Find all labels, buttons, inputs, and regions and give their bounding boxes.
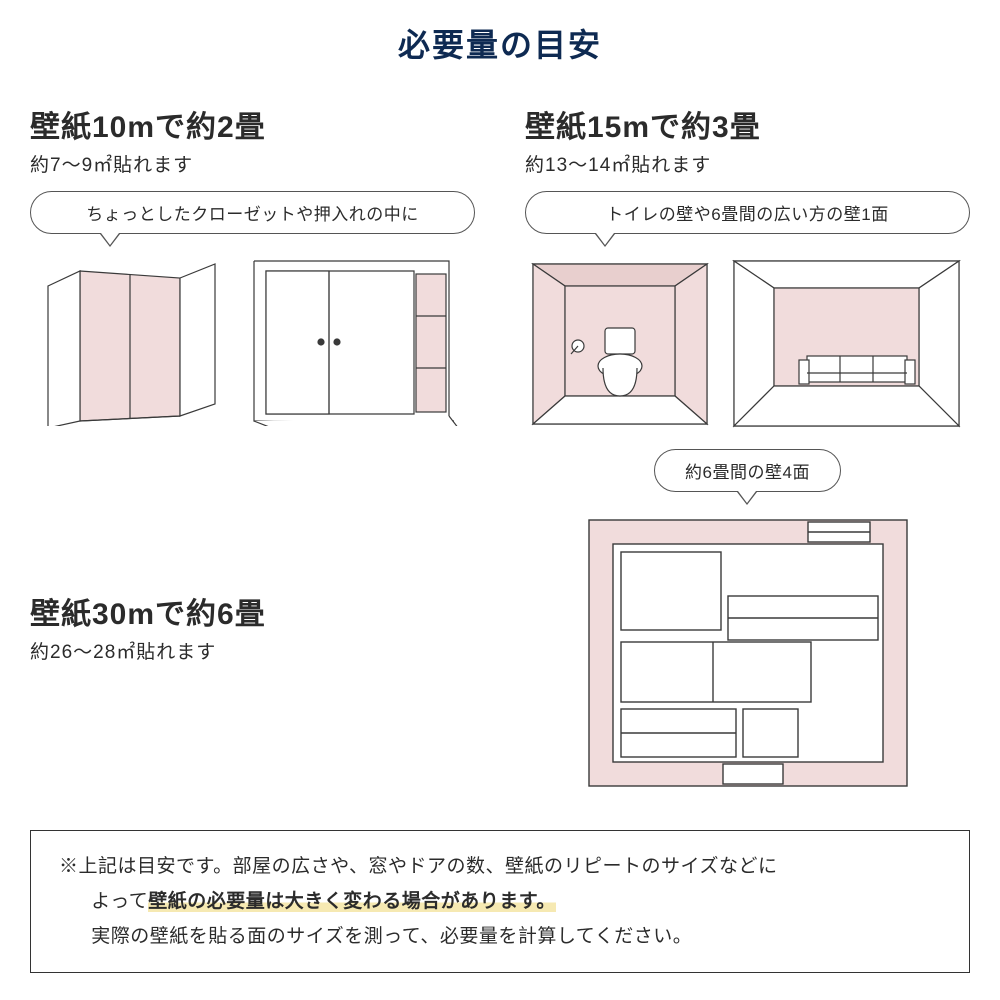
illustration-15m <box>525 256 970 431</box>
room-one-wall-icon <box>729 256 964 431</box>
heading-10m: 壁紙10mで約2畳 <box>30 102 475 146</box>
heading-15m: 壁紙15mで約3畳 <box>525 102 970 146</box>
sub-15m: 約13～14㎡貼れます <box>525 150 970 177</box>
note-line-1: ※上記は目安です。部屋の広さや、窓やドアの数、壁紙のリピートのサイズなどに <box>59 849 941 884</box>
section-15m: 壁紙15mで約3畳 約13～14㎡貼れます トイレの壁や6畳間の広い方の壁1面 <box>525 102 970 431</box>
section-6jo: 約6畳間の壁4面 <box>525 449 970 794</box>
page-title: 必要量の目安 <box>30 20 970 66</box>
sub-30m: 約26～28㎡貼れます <box>30 637 475 664</box>
toilet-room-icon <box>525 256 715 431</box>
heading-30m: 壁紙30mで約6畳 <box>30 589 475 633</box>
bubble-15m: トイレの壁や6畳間の広い方の壁1面 <box>525 191 970 234</box>
sliding-closet-icon <box>244 256 464 426</box>
bubble-10m: ちょっとしたクローゼットや押入れの中に <box>30 191 475 234</box>
section-30m: 壁紙30mで約6畳 約26～28㎡貼れます <box>30 565 475 678</box>
section-10m: 壁紙10mで約2畳 約7～9㎡貼れます ちょっとしたクローゼットや押入れの中に <box>30 102 475 431</box>
floor-plan-icon <box>583 514 913 794</box>
illustration-10m <box>30 256 475 426</box>
note-line-3: 実際の壁紙を貼る面のサイズを測って、必要量を計算してください。 <box>59 919 941 954</box>
sub-10m: 約7～9㎡貼れます <box>30 150 475 177</box>
note-line-2: よって壁紙の必要量は大きく変わる場合があります。 <box>59 884 941 919</box>
note-box: ※上記は目安です。部屋の広さや、窓やドアの数、壁紙のリピートのサイズなどに よっ… <box>30 830 970 973</box>
note-highlight: 壁紙の必要量は大きく変わる場合があります。 <box>148 891 556 912</box>
closet-open-icon <box>30 256 230 426</box>
content-grid: 壁紙10mで約2畳 約7～9㎡貼れます ちょっとしたクローゼットや押入れの中に <box>30 102 970 794</box>
note-line-2-prefix: よって <box>91 891 148 912</box>
bubble-6jo: 約6畳間の壁4面 <box>654 449 841 492</box>
